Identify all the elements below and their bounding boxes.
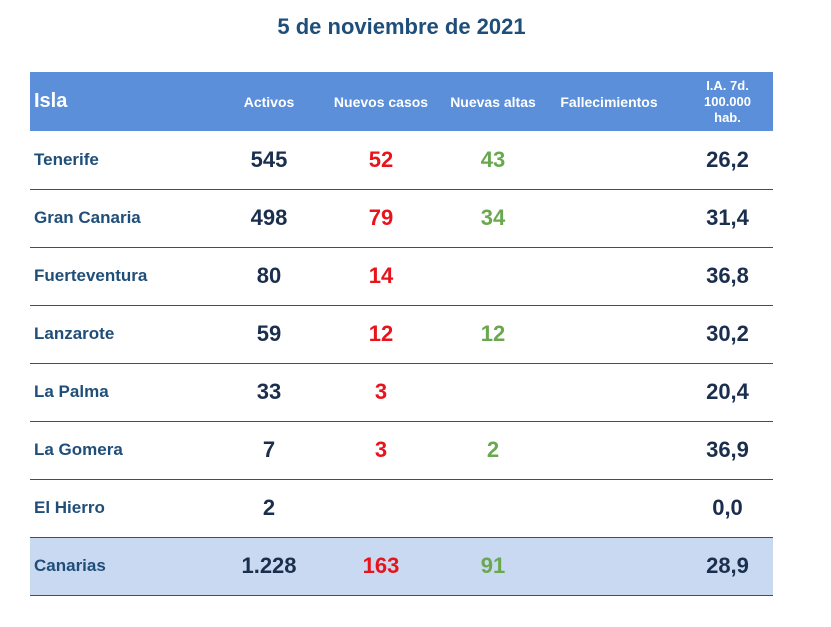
cell-nuevos-casos: 163 bbox=[362, 553, 400, 578]
cell-activos: 7 bbox=[262, 437, 276, 462]
cell-nuevas-altas bbox=[450, 479, 536, 537]
cell-isla: Lanzarote bbox=[34, 324, 115, 343]
header-isla: Isla bbox=[34, 90, 68, 112]
cell-nuevas-altas: 12 bbox=[480, 321, 506, 346]
header-activos: Activos bbox=[243, 93, 295, 110]
cell-nuevos-casos: 52 bbox=[368, 146, 394, 172]
table-row: El Hierro 2 0,0 bbox=[30, 479, 773, 537]
cell-activos: 1.228 bbox=[241, 553, 297, 578]
table-row: Tenerife 545 52 43 26,2 bbox=[30, 131, 773, 189]
cell-activos: 80 bbox=[256, 263, 282, 288]
cell-activos: 545 bbox=[250, 146, 288, 172]
cell-fallecimientos bbox=[536, 421, 682, 479]
cell-ia: 26,2 bbox=[706, 146, 749, 172]
cell-ia: 0,0 bbox=[712, 495, 743, 520]
table-row: Gran Canaria 498 79 34 31,4 bbox=[30, 189, 773, 247]
cell-ia: 36,8 bbox=[706, 263, 749, 288]
cell-nuevos-casos: 3 bbox=[374, 379, 388, 404]
cell-activos: 2 bbox=[262, 495, 276, 520]
cell-nuevas-altas bbox=[450, 247, 536, 305]
cell-fallecimientos bbox=[536, 363, 682, 421]
cell-isla: Fuerteventura bbox=[34, 266, 148, 285]
cell-ia: 30,2 bbox=[706, 321, 749, 346]
cell-nuevas-altas: 2 bbox=[486, 437, 500, 462]
cell-fallecimientos bbox=[536, 131, 682, 189]
header-fallecimientos: Fallecimientos bbox=[560, 93, 658, 110]
cell-ia: 31,4 bbox=[706, 205, 749, 230]
cell-nuevos-casos: 3 bbox=[374, 437, 388, 462]
table-header-row: Isla Activos Nuevos casos Nuevas altas F… bbox=[30, 72, 773, 131]
cell-activos: 33 bbox=[256, 379, 282, 404]
page-title: 5 de noviembre de 2021 bbox=[277, 14, 526, 39]
cell-nuevos-casos: 79 bbox=[368, 205, 394, 230]
table-row: La Gomera 7 3 2 36,9 bbox=[30, 421, 773, 479]
cell-fallecimientos bbox=[536, 305, 682, 363]
header-nuevos-casos: Nuevos casos bbox=[333, 93, 429, 110]
header-ia-line2: 100.000 bbox=[704, 93, 751, 109]
cell-fallecimientos bbox=[536, 479, 682, 537]
header-nuevas-altas: Nuevas altas bbox=[450, 93, 536, 110]
cell-nuevas-altas: 91 bbox=[480, 553, 506, 578]
table-row: Lanzarote 59 12 12 30,2 bbox=[30, 305, 773, 363]
table-row: Fuerteventura 80 14 36,8 bbox=[30, 247, 773, 305]
covid-data-table: Isla Activos Nuevos casos Nuevas altas F… bbox=[30, 72, 773, 596]
cell-nuevas-altas bbox=[450, 363, 536, 421]
cell-isla: Canarias bbox=[34, 556, 106, 575]
cell-fallecimientos bbox=[536, 247, 682, 305]
cell-nuevas-altas: 34 bbox=[480, 205, 506, 230]
cell-ia: 20,4 bbox=[706, 379, 749, 404]
cell-fallecimientos bbox=[536, 537, 682, 595]
cell-nuevos-casos: 14 bbox=[368, 263, 394, 288]
cell-ia: 28,9 bbox=[706, 553, 749, 578]
cell-isla: Gran Canaria bbox=[34, 208, 141, 227]
table-row: La Palma 33 3 20,4 bbox=[30, 363, 773, 421]
cell-nuevos-casos bbox=[312, 479, 450, 537]
header-ia: I.A. 7d. 100.000 hab. bbox=[682, 72, 773, 131]
cell-ia: 36,9 bbox=[706, 437, 749, 462]
cell-nuevos-casos: 12 bbox=[368, 321, 394, 346]
cell-nuevas-altas: 43 bbox=[480, 146, 506, 172]
cell-isla: El Hierro bbox=[34, 498, 105, 517]
header-ia-line3: hab. bbox=[714, 109, 741, 125]
cell-isla: Tenerife bbox=[34, 149, 99, 169]
cell-isla: La Gomera bbox=[34, 440, 123, 459]
cell-isla: La Palma bbox=[34, 382, 109, 401]
cell-fallecimientos bbox=[536, 189, 682, 247]
header-ia-line1: I.A. 7d. bbox=[706, 77, 749, 93]
cell-activos: 59 bbox=[256, 321, 282, 346]
table-total-row: Canarias 1.228 163 91 28,9 bbox=[30, 537, 773, 595]
cell-activos: 498 bbox=[250, 205, 288, 230]
